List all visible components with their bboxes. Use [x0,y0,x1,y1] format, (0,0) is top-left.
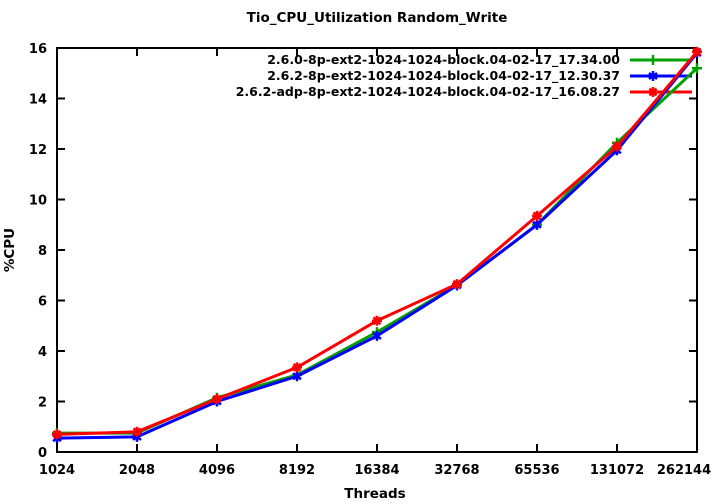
star-marker-icon [692,46,702,57]
asterisk-marker-icon [532,219,542,230]
y-tick-label: 2 [38,396,47,411]
plot-border [56,47,698,453]
star-marker-icon [52,429,62,440]
legend-label-series-3: 2.6.2-adp-8p-ext2-1024-1024-block.04-02-… [236,84,620,100]
star-marker-icon [452,279,462,290]
axes: 1024 2048 4096 8192 16384 32768 65536 131072 262… [29,42,711,478]
star-marker-icon [648,87,658,97]
x-tick-label: 131072 [590,463,644,478]
y-tick-label: 8 [38,244,47,259]
x-tick-label: 1024 [39,463,75,478]
x-tick-label: 262144 [657,463,711,478]
legend-label-series-2: 2.6.2-8p-ext2-1024-1024-block.04-02-17_1… [267,68,620,84]
star-marker-icon [612,141,622,152]
legend: 2.6.0-8p-ext2-1024-1024-block.04-02-17_1… [236,52,692,100]
plus-marker-icon [692,63,702,74]
asterisk-marker-icon [292,371,302,382]
x-tick-label: 2048 [119,463,155,478]
x-tick-label: 16384 [354,463,399,478]
x-axis-label: Threads [344,486,405,502]
chart-title: Tio_CPU_Utilization Random_Write [247,10,508,26]
y-tick-label: 16 [29,42,47,57]
y-tick-label: 4 [38,345,47,360]
x-tick-label: 8192 [279,463,315,478]
star-marker-icon [532,210,542,221]
star-marker-icon [292,362,302,373]
y-tick-label: 12 [29,143,47,158]
star-marker-icon [212,393,222,404]
legend-label-series-1: 2.6.0-8p-ext2-1024-1024-block.04-02-17_1… [267,52,620,68]
star-marker-icon [132,426,142,437]
series-lines [52,46,702,444]
asterisk-marker-icon [372,330,382,341]
series-line [57,67,699,435]
asterisk-marker-icon [648,71,658,81]
x-tick-label: 4096 [199,463,235,478]
star-marker-icon [372,315,382,326]
series-line [56,52,699,440]
y-tick-label: 10 [29,194,47,209]
x-tick-label: 32768 [434,463,479,478]
y-tick-label: 0 [38,446,47,461]
plus-marker-icon [648,55,658,65]
y-tick-label: 14 [29,93,47,108]
y-axis-label: %CPU [2,228,18,272]
series-line [56,50,699,436]
x-tick-label: 65536 [514,463,559,478]
y-tick-label: 6 [38,295,47,310]
